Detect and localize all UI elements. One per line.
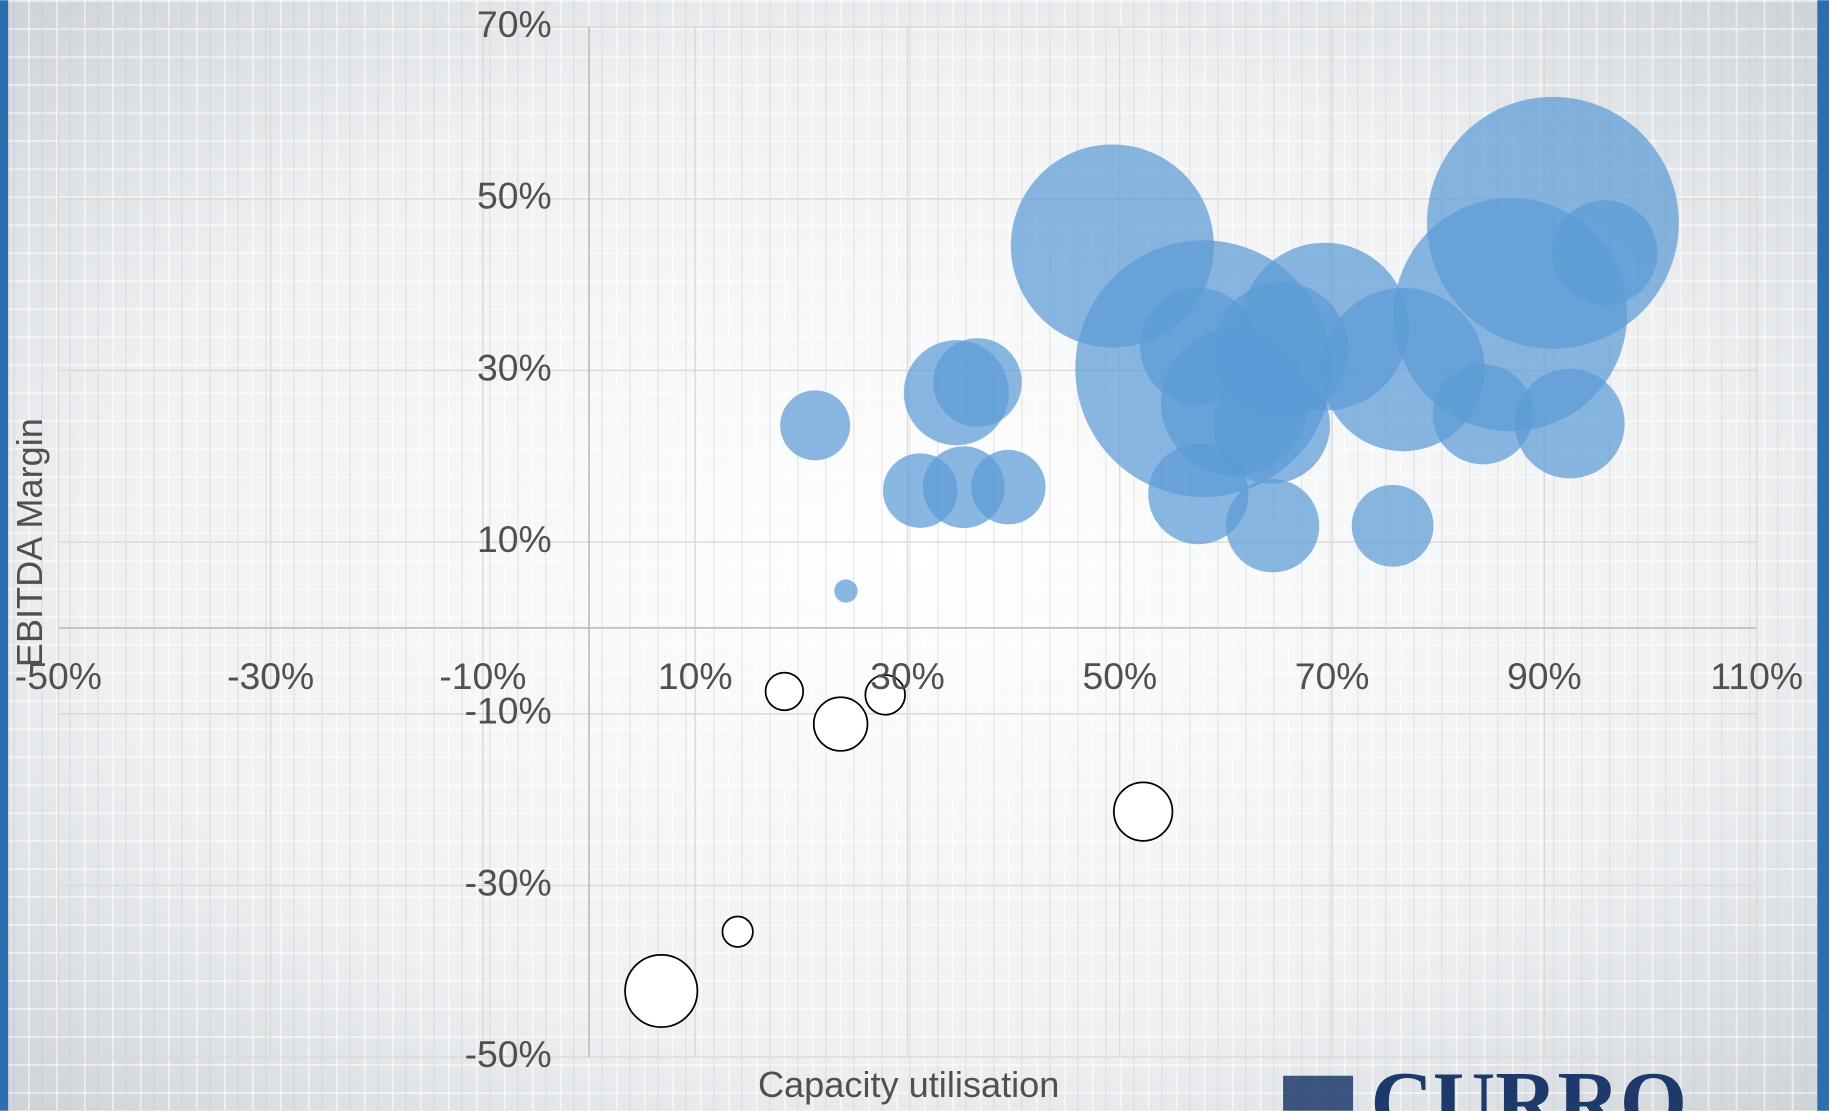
bubbles: [624, 96, 1679, 1029]
y-tick-label: -30%: [465, 861, 552, 903]
bubble: [1112, 781, 1174, 842]
left-stripe: [0, 0, 9, 1111]
x-tick-label: 70%: [1295, 655, 1370, 697]
x-tick-label: -50%: [15, 655, 102, 697]
x-tick-label: 110%: [1710, 655, 1803, 697]
y-tick-label: 10%: [477, 518, 552, 560]
bubble: [624, 953, 699, 1029]
bubble: [780, 390, 851, 461]
y-axis-label: EBITDA Margin: [9, 418, 50, 667]
bubble: [721, 915, 754, 948]
labels: -50% -30% -10% 10% 30% 50% 70% 90% 110% -50% -30% -…: [15, 3, 1803, 1075]
x-tick-label: 30%: [870, 655, 945, 697]
bubble: [1552, 200, 1658, 306]
bubble: [834, 579, 858, 603]
bubble: [933, 338, 1022, 427]
logo: CURRO: [1283, 1054, 1687, 1111]
bubble: [864, 674, 906, 716]
bubble: [764, 671, 805, 712]
y-tick-label: -10%: [465, 690, 552, 732]
x-tick-label: -10%: [439, 655, 526, 697]
right-stripe: [1817, 0, 1829, 1111]
y-tick-label: 30%: [477, 346, 552, 388]
bubble: [1351, 484, 1434, 567]
x-tick-label: 90%: [1507, 655, 1582, 697]
logo-text: CURRO: [1371, 1054, 1687, 1111]
y-tick-label: 50%: [477, 175, 552, 217]
bubble: [1515, 368, 1625, 479]
y-tick-label: 70%: [477, 3, 552, 45]
x-tick-label: -30%: [227, 655, 314, 697]
x-axis-label: Capacity utilisation: [758, 1064, 1059, 1105]
bubble: [971, 449, 1046, 525]
bubble: [1225, 479, 1320, 573]
logo-icon: [1283, 1075, 1354, 1111]
y-tick-label: -50%: [465, 1033, 552, 1075]
bubble: [812, 696, 869, 752]
x-tick-label: 50%: [1082, 655, 1157, 697]
x-tick-label: 10%: [658, 655, 733, 697]
